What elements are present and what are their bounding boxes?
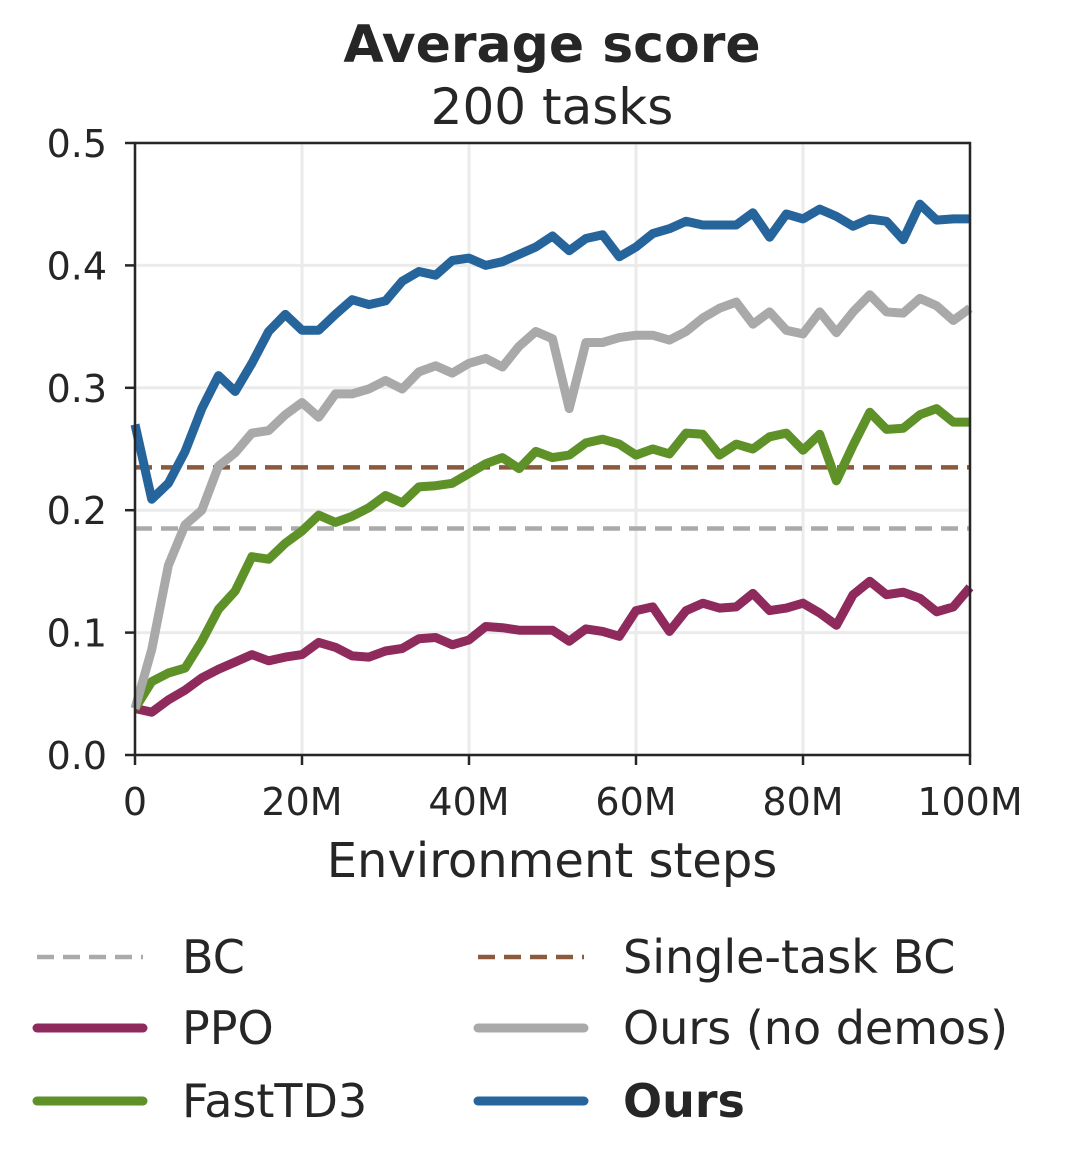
x-tick-label: 100M [917, 780, 1022, 824]
x-tick-label: 0 [123, 780, 147, 824]
legend-label-single-task-bc: Single-task BC [623, 930, 955, 984]
series-line-ppo [134, 576, 974, 717]
legend-label-ours: Ours [623, 1074, 745, 1128]
y-tick-label: 0.3 [47, 367, 107, 411]
plot-area [130, 199, 974, 717]
y-tick-label: 0.2 [47, 489, 107, 533]
series-line-ours-no-demos [130, 290, 973, 710]
chart-title: Average score [343, 15, 760, 75]
y-tick-label: 0.0 [47, 734, 107, 778]
axis-ticks: 0 20M 40M 60M 80M 100M 0.0 0.1 0.2 0.3 0.4 0.5 [47, 122, 1023, 824]
legend-label-bc: BC [182, 930, 245, 984]
x-tick-label: 20M [261, 780, 342, 824]
legend: BC Single-task BC PPO Ours (no demos) FastTD… [32, 930, 1008, 1128]
x-tick-label: 40M [428, 780, 509, 824]
y-tick-label: 0.5 [47, 122, 107, 166]
x-tick-label: 80M [762, 780, 843, 824]
axes-frame [133, 141, 972, 757]
series-line-fasttd3 [131, 404, 970, 711]
y-tick-label: 0.4 [47, 244, 107, 288]
legend-label-ppo: PPO [182, 1001, 274, 1055]
legend-label-fasttd3: FastTD3 [182, 1074, 367, 1128]
y-tick-label: 0.1 [47, 612, 107, 656]
x-tick-label: 60M [595, 780, 676, 824]
chart-subtitle: 200 tasks [431, 78, 674, 136]
series-line-ours [130, 199, 970, 504]
legend-label-ours-no-demos: Ours (no demos) [623, 1001, 1008, 1055]
x-axis-label: Environment steps [327, 833, 778, 889]
